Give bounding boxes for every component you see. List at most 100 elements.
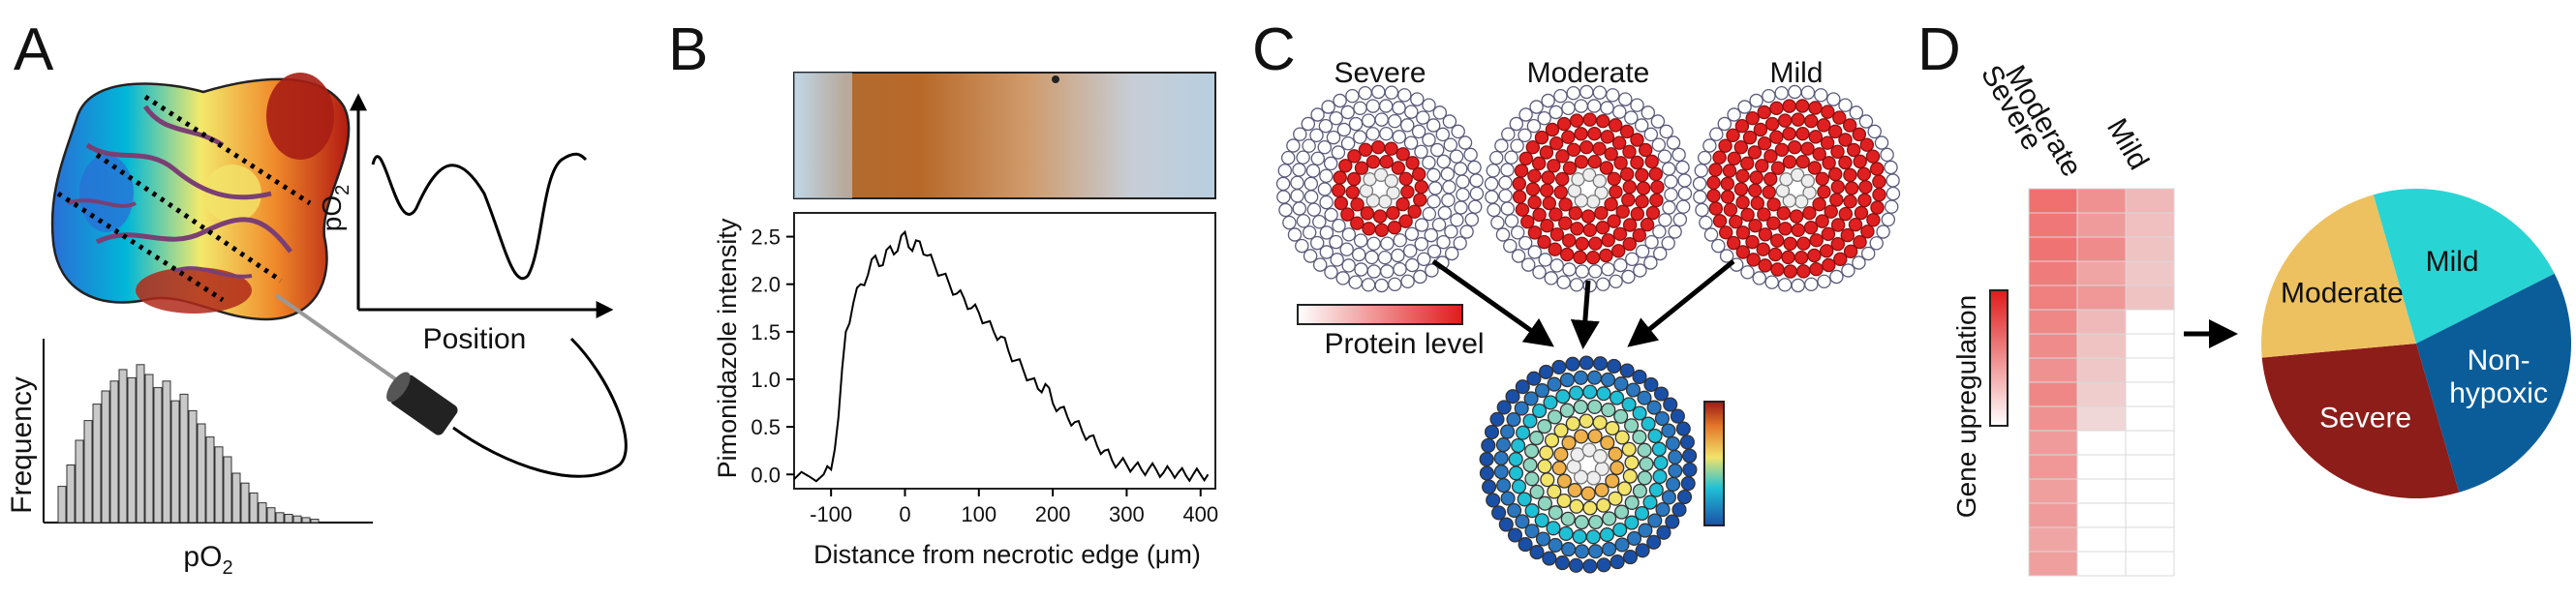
cell-disk-moderate xyxy=(1484,84,1693,293)
x-tick-label: 200 xyxy=(1035,502,1071,526)
histogram-bar xyxy=(179,393,189,524)
histogram-bar xyxy=(170,400,180,524)
panel-c-letter: C xyxy=(1252,16,1296,83)
histogram-bar xyxy=(266,507,276,524)
histogram-bar xyxy=(101,390,110,524)
pie-slice xyxy=(2373,188,2555,344)
histogram-bar xyxy=(284,514,293,524)
heatmap-cell xyxy=(2076,357,2127,383)
histogram-bar xyxy=(231,472,241,524)
cell-disk-severe xyxy=(1275,84,1485,293)
histogram-bar xyxy=(136,364,145,524)
heatmap-cell xyxy=(2125,551,2175,577)
heatmap-cell xyxy=(2125,405,2175,432)
histogram-bar xyxy=(310,519,320,524)
histogram-bar xyxy=(127,376,137,524)
panel-c: C Severe Moderate Mild Protein level xyxy=(1252,16,1901,574)
heatmap-cell xyxy=(2125,236,2175,262)
heatmap-cell xyxy=(2028,188,2078,214)
heatmap-cell xyxy=(2076,188,2127,214)
heatmap-cell xyxy=(2028,309,2078,335)
heatmap-cell xyxy=(2076,430,2127,456)
c-title-moderate: Moderate xyxy=(1527,57,1650,89)
x-tick-label: 100 xyxy=(961,502,997,526)
pimonidazole-stain-image xyxy=(793,72,1216,199)
histogram-bar xyxy=(57,486,67,524)
cell-disk-combined xyxy=(1479,355,1698,574)
x-tick-label: 300 xyxy=(1109,502,1145,526)
po2-profile-plot: pO2 Position xyxy=(317,93,614,355)
heatmap-cell xyxy=(2125,357,2175,383)
frequency-axis-label: Frequency xyxy=(6,376,38,514)
position-axis-label: Position xyxy=(423,323,527,355)
heatmap-cell xyxy=(2125,502,2175,528)
heatmap-cell xyxy=(2125,188,2175,214)
histogram-bar xyxy=(162,380,171,524)
po2-histogram: Frequency pO2 xyxy=(6,339,373,579)
heatmap-cell xyxy=(2028,236,2078,262)
heatmap-cell xyxy=(2076,236,2127,262)
heatmap-cell xyxy=(2125,478,2175,504)
heatmap-cell xyxy=(2125,381,2175,407)
heatmap-cell xyxy=(2028,454,2078,480)
heatmap-cell xyxy=(2028,357,2078,383)
histogram-bar xyxy=(118,369,128,524)
histogram-bar xyxy=(66,464,76,524)
heatmap-cell xyxy=(2076,285,2127,311)
oxygen-probe xyxy=(274,293,628,478)
heatmap-cell xyxy=(2076,405,2127,432)
heatmap-cell xyxy=(2125,333,2175,359)
heatmap-cell xyxy=(2076,212,2127,238)
panel-a: A pO2 Position xyxy=(6,16,628,579)
y-tick-label: 2.0 xyxy=(751,273,781,297)
histogram-bar xyxy=(188,409,198,524)
intensity-plot: -100 0 100 200 300 400 0.0 0.5 1.0 1.5 2.0 2.5 Pim… xyxy=(713,212,1218,569)
x-tick-label: 400 xyxy=(1182,502,1218,526)
panel-b-letter: B xyxy=(668,16,708,83)
panel-d: D Severe Moderate Mild Gene upregulation… xyxy=(1917,16,2572,577)
b-xlabel: Distance from necrotic edge (μm) xyxy=(813,540,1201,569)
tissue-heatmap xyxy=(50,73,351,321)
heatmap-cell xyxy=(2076,551,2127,577)
histogram-bar xyxy=(214,446,224,524)
pie-label: Mild xyxy=(2426,246,2479,278)
histogram-bar xyxy=(249,492,259,524)
heatmap-cell xyxy=(2076,502,2127,528)
pie-label: Severe xyxy=(2319,403,2411,434)
histogram-bar xyxy=(240,482,250,524)
histogram-bar xyxy=(153,387,163,524)
histogram-bar xyxy=(301,517,311,524)
heatmap-cell xyxy=(2076,260,2127,286)
heatmap-cell xyxy=(2125,454,2175,480)
heatmap-cell xyxy=(2028,502,2078,528)
heatmap-cell xyxy=(2028,526,2078,553)
b-ylabel: Pimonidazole intensity xyxy=(713,218,742,478)
heatmap-cell xyxy=(2028,405,2078,432)
panel-b: B -100 0 100 200 300 400 0.0 0.5 1.0 1.5 2.0 2.5 P… xyxy=(668,16,1218,569)
heatmap-cell xyxy=(2028,478,2078,504)
histogram-bar xyxy=(258,502,267,524)
heatmap-cell xyxy=(2028,551,2078,577)
cell-disk-mild xyxy=(1692,84,1901,293)
histogram-bar xyxy=(292,515,302,524)
heatmap-cell xyxy=(2125,526,2175,553)
x-tick-label: 0 xyxy=(899,502,910,526)
protein-level-label: Protein level xyxy=(1324,328,1484,360)
y-tick-label: 2.5 xyxy=(751,225,781,250)
panel-d-letter: D xyxy=(1917,16,1961,83)
heatmap-cell xyxy=(2028,285,2078,311)
c-title-mild: Mild xyxy=(1769,57,1823,89)
heatmap-cell xyxy=(2076,454,2127,480)
pie-slice xyxy=(2416,273,2572,493)
heatmap-cell xyxy=(2125,260,2175,286)
intensity-series-line xyxy=(793,229,1210,483)
heatmap-cell xyxy=(2028,430,2078,456)
histogram-bar xyxy=(275,512,285,524)
pie-slice xyxy=(2261,344,2460,499)
pie-label: Non-hypoxic xyxy=(2449,344,2548,409)
y-tick-label: 0.0 xyxy=(751,463,781,487)
protein-colorbar xyxy=(1297,304,1463,325)
pie-slice xyxy=(2261,195,2416,358)
heatmap-cell xyxy=(2076,333,2127,359)
